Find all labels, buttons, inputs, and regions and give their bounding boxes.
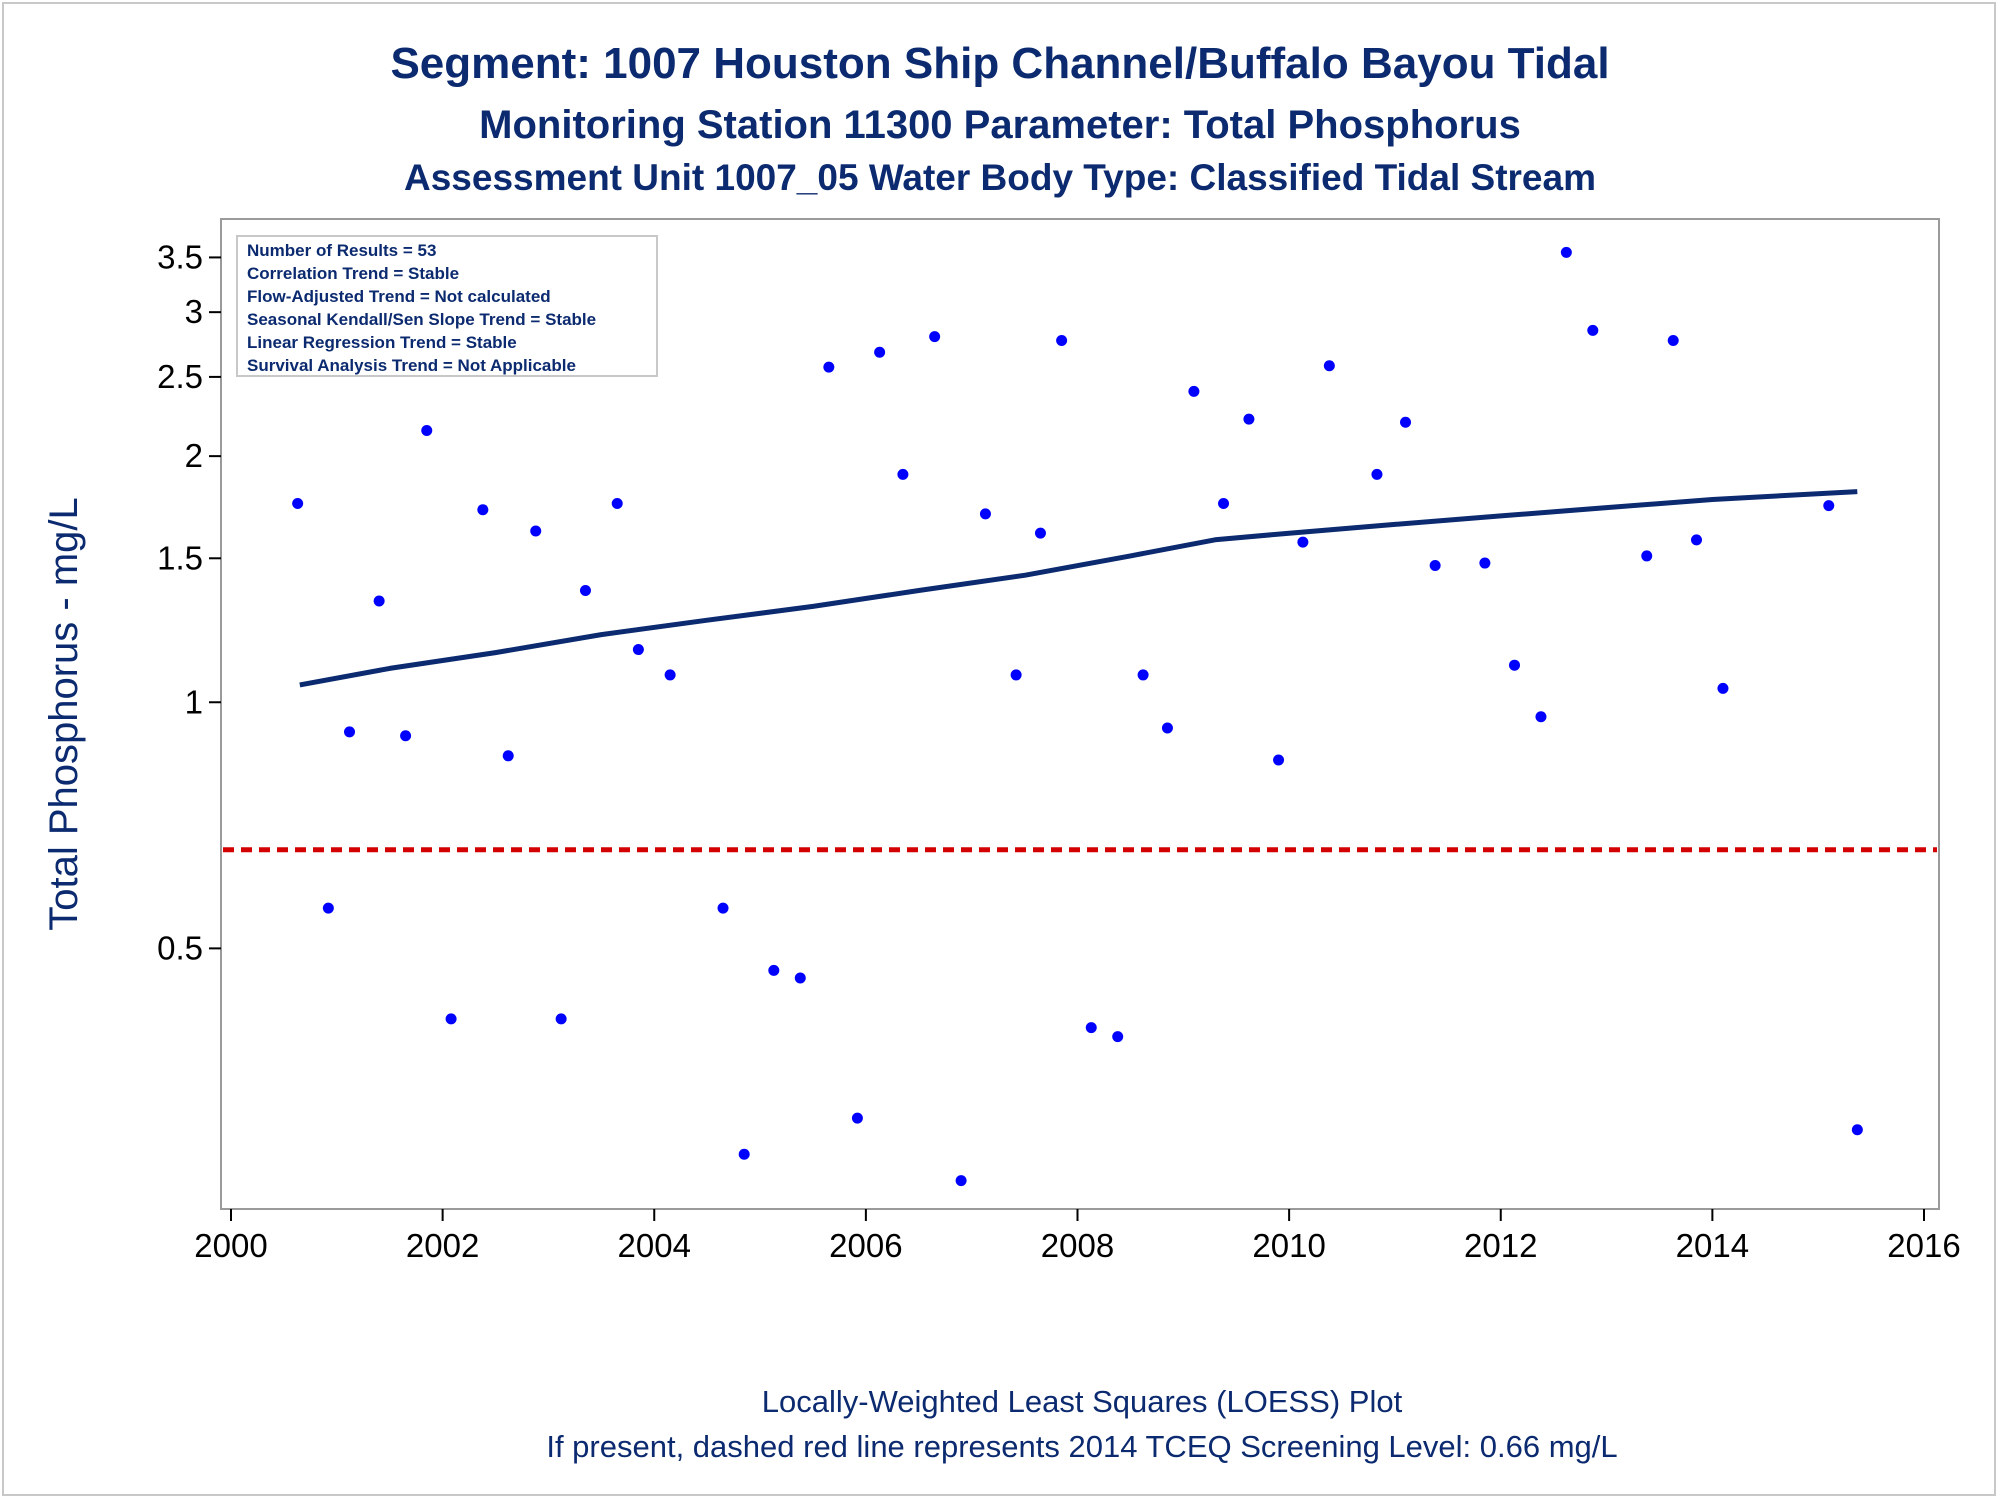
plot-area-border: [220, 218, 1940, 1210]
data-point: [1188, 385, 1200, 397]
data-point: [851, 1112, 863, 1124]
loess-curve: [299, 489, 1858, 688]
chart-subtitle: Monitoring Station 11300 Parameter: Tota…: [479, 103, 1521, 147]
data-point: [955, 1175, 967, 1187]
data-point: [664, 669, 676, 681]
info-survival-analysis-trend: Survival Analysis Trend = Not Applicable: [247, 356, 576, 375]
data-point: [421, 424, 433, 436]
y-tick-label: 0.5: [157, 929, 203, 966]
data-point: [632, 644, 644, 656]
data-point: [768, 964, 780, 976]
data-point: [1112, 1031, 1124, 1043]
data-point: [1509, 659, 1521, 671]
data-point: [1085, 1022, 1097, 1034]
info-box: Number of Results = 53 Correlation Trend…: [236, 235, 658, 377]
data-point: [897, 468, 909, 480]
chart-title: Segment: 1007 Houston Ship Channel/Buffa…: [390, 39, 1609, 88]
data-point: [292, 498, 304, 510]
data-point: [1243, 413, 1255, 425]
chart-subtitle-2: Assessment Unit 1007_05 Water Body Type:…: [404, 157, 1596, 198]
data-point: [874, 346, 886, 358]
y-tick-label: 2.5: [157, 358, 203, 395]
data-point: [1137, 669, 1149, 681]
footer-line-2: If present, dashed red line represents 2…: [546, 1429, 1617, 1464]
data-point: [530, 525, 542, 537]
data-point: [1371, 468, 1383, 480]
info-flow-adjusted-trend: Flow-Adjusted Trend = Not calculated: [247, 287, 551, 306]
data-point: [1010, 669, 1022, 681]
y-tick-label: 1.5: [157, 539, 203, 576]
data-point: [344, 726, 356, 738]
x-tick-label: 2000: [194, 1227, 267, 1264]
data-point: [929, 331, 941, 343]
info-linear-regression-trend: Linear Regression Trend = Stable: [247, 333, 517, 352]
data-point: [1273, 754, 1285, 766]
info-correlation-trend: Correlation Trend = Stable: [247, 264, 459, 283]
x-tick-label: 2006: [829, 1227, 902, 1264]
y-tick-label: 1: [185, 683, 203, 720]
data-point: [823, 361, 835, 373]
data-point: [1323, 360, 1335, 372]
info-seasonal-kendall-trend: Seasonal Kendall/Sen Slope Trend = Stabl…: [247, 310, 596, 329]
marks-group: [223, 246, 1937, 1187]
y-tick-label: 2: [185, 437, 203, 474]
data-point: [400, 730, 412, 742]
x-tick-label: 2010: [1252, 1227, 1325, 1264]
info-box-border: [236, 235, 658, 377]
data-point: [1667, 334, 1679, 346]
footer-line-1: Locally-Weighted Least Squares (LOESS) P…: [762, 1384, 1403, 1419]
data-point: [1587, 324, 1599, 336]
data-point: [1034, 527, 1046, 539]
data-point: [1429, 559, 1441, 571]
data-point: [1641, 550, 1653, 562]
data-point: [717, 902, 729, 914]
data-point: [979, 508, 991, 520]
axes-group: 2000 2002 2004 2006 2008 2010 2012 2014 2016 0.5 1…: [157, 238, 1961, 1264]
x-tick-label: 2004: [618, 1227, 691, 1264]
data-point: [579, 584, 591, 596]
x-tick-label: 2008: [1041, 1227, 1114, 1264]
data-point: [445, 1013, 457, 1025]
data-point: [1479, 557, 1491, 569]
y-axis-label: Total Phosphorus - mg/L: [42, 497, 86, 931]
data-point: [502, 750, 514, 762]
data-point: [1717, 682, 1729, 694]
x-tick-label: 2002: [406, 1227, 479, 1264]
data-point: [1297, 536, 1309, 548]
data-point: [794, 972, 806, 984]
data-point: [738, 1148, 750, 1160]
data-point: [555, 1013, 567, 1025]
x-tick-label: 2016: [1887, 1227, 1960, 1264]
data-point: [1056, 334, 1068, 346]
data-point: [1161, 722, 1173, 734]
data-point: [373, 595, 385, 607]
data-point: [1823, 500, 1835, 512]
data-point: [1218, 498, 1230, 510]
data-point: [1691, 534, 1703, 546]
x-tick-label: 2014: [1676, 1227, 1749, 1264]
x-tick-label: 2012: [1464, 1227, 1537, 1264]
y-tick-label: 3.5: [157, 238, 203, 275]
data-point: [477, 504, 489, 516]
info-number-of-results: Number of Results = 53: [247, 241, 436, 260]
data-point: [1851, 1124, 1863, 1136]
data-point: [611, 498, 623, 510]
data-point: [322, 902, 334, 914]
data-point: [1535, 711, 1547, 723]
data-point: [1560, 246, 1572, 258]
data-point: [1400, 416, 1412, 428]
y-tick-label: 3: [185, 293, 203, 330]
